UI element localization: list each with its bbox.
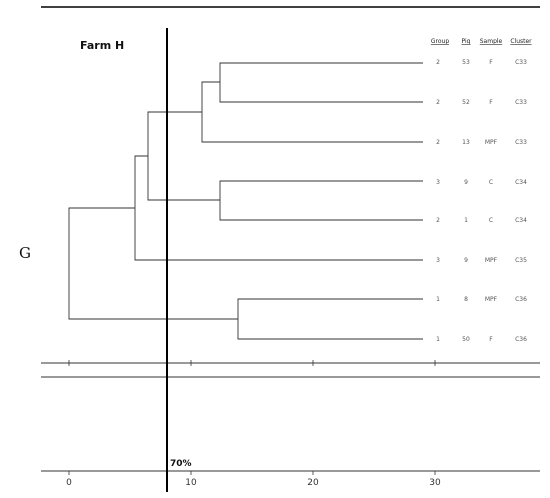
leaf-pig: 8: [464, 296, 468, 303]
header-pig: Pig: [462, 38, 471, 45]
leaf-cluster: C33: [515, 99, 527, 106]
x-tick-label: 10: [185, 478, 197, 488]
header-sample: Sample: [480, 38, 503, 45]
x-tick-label: 0: [66, 478, 72, 488]
branch-node-c: [220, 181, 423, 220]
cutoff-label: 70%: [170, 459, 192, 469]
leaf-pig: 1: [464, 217, 468, 224]
leaf-cluster: C34: [515, 179, 527, 186]
leaf-group: 2: [436, 59, 440, 66]
leaf-cluster: C36: [515, 336, 527, 343]
leaf-pig: 13: [462, 139, 470, 146]
header-cluster: Cluster: [510, 38, 532, 45]
leaf-cluster: C33: [515, 139, 527, 146]
leaf-cluster: C35: [515, 257, 527, 264]
dendrogram-title: Farm H: [80, 39, 124, 52]
leaf-rows: 2 53 F C33 2 52 F C33 2 13 MPF C33 3 9 C…: [436, 59, 527, 343]
leaf-pig: 52: [462, 99, 470, 106]
leaf-group: 2: [436, 99, 440, 106]
leaf-sample: C: [489, 217, 493, 224]
x-tick-label: 20: [307, 478, 319, 488]
leaf-sample: MPF: [485, 296, 498, 303]
branch-node-a: [220, 63, 423, 102]
leaf-pig: 53: [462, 59, 470, 66]
x-axis-ticks: [69, 471, 435, 475]
leaf-cluster: C34: [515, 217, 527, 224]
leaf-sample: F: [489, 336, 493, 343]
header-group: Group: [431, 38, 449, 45]
leaf-sample: MPF: [485, 257, 498, 264]
leaf-cluster: C36: [515, 296, 527, 303]
branch-node-d: [148, 112, 220, 200]
leaf-sample: MPF: [485, 139, 498, 146]
leaf-group: 3: [436, 257, 440, 264]
leaf-group: 3: [436, 179, 440, 186]
leaf-cluster: C33: [515, 59, 527, 66]
leaf-pig: 9: [464, 179, 468, 186]
panel-label: G: [19, 244, 31, 262]
branch-root: [69, 208, 238, 319]
branch-node-f: [238, 299, 423, 339]
leaf-group: 2: [436, 139, 440, 146]
branch-node-e: [135, 156, 423, 260]
leaf-pig: 50: [462, 336, 470, 343]
branch-node-b: [202, 82, 423, 142]
leaf-sample: F: [489, 99, 493, 106]
leaf-group: 1: [436, 296, 440, 303]
leaf-group: 2: [436, 217, 440, 224]
dendrogram-branches: [69, 63, 423, 339]
leaf-sample: C: [489, 179, 493, 186]
leaf-sample: F: [489, 59, 493, 66]
x-tick-label: 30: [429, 478, 441, 488]
leaf-pig: 9: [464, 257, 468, 264]
leaf-group: 1: [436, 336, 440, 343]
